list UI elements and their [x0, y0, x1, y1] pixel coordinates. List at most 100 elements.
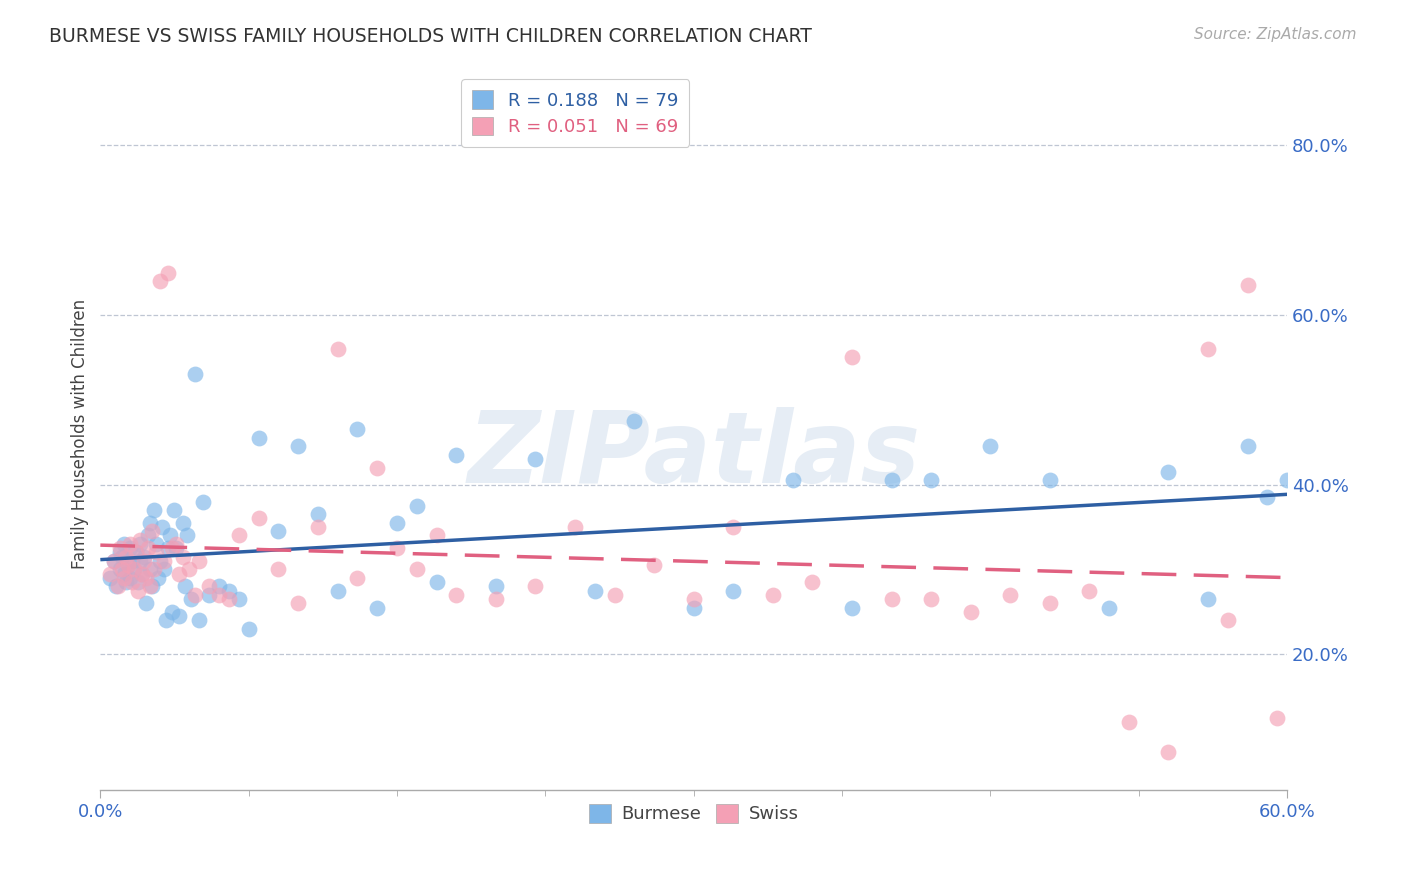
Point [112, 537, 135, 551]
Point [841, 600, 863, 615]
Point [141, 524, 163, 539]
Point [118, 541, 141, 556]
Point [136, 541, 159, 556]
Point [346, 422, 368, 436]
Point [762, 588, 785, 602]
Text: Source: ZipAtlas.com: Source: ZipAtlas.com [1194, 27, 1357, 42]
Point [156, 266, 179, 280]
Point [326, 342, 349, 356]
Y-axis label: Family Households with Children: Family Households with Children [72, 299, 89, 569]
Point [238, 622, 260, 636]
Point [131, 566, 153, 581]
Point [145, 537, 167, 551]
Point [125, 545, 148, 559]
Point [723, 520, 745, 534]
Point [247, 431, 270, 445]
Point [103, 554, 125, 568]
Point [228, 528, 250, 542]
Point [172, 516, 194, 530]
Point [366, 460, 388, 475]
Point [228, 592, 250, 607]
Point [920, 473, 942, 487]
Point [880, 592, 903, 607]
Point [1197, 592, 1219, 607]
Point [111, 562, 134, 576]
Point [152, 554, 174, 568]
Point [145, 545, 167, 559]
Point [920, 592, 942, 607]
Point [1236, 439, 1258, 453]
Point [115, 575, 138, 590]
Point [115, 549, 138, 564]
Point [524, 452, 547, 467]
Point [118, 571, 141, 585]
Point [198, 588, 221, 602]
Point [1216, 613, 1239, 627]
Point [108, 562, 131, 576]
Point [127, 575, 149, 590]
Point [112, 571, 135, 585]
Point [136, 528, 159, 542]
Point [107, 579, 129, 593]
Point [160, 541, 183, 556]
Point [111, 549, 134, 564]
Point [127, 583, 149, 598]
Point [1078, 583, 1101, 598]
Point [1039, 473, 1062, 487]
Text: ZIPatlas: ZIPatlas [467, 407, 921, 504]
Point [117, 558, 139, 573]
Point [405, 562, 427, 576]
Point [1197, 342, 1219, 356]
Point [405, 499, 427, 513]
Point [959, 605, 981, 619]
Point [385, 541, 408, 556]
Point [142, 503, 165, 517]
Point [169, 609, 191, 624]
Point [485, 579, 508, 593]
Point [149, 274, 172, 288]
Point [188, 613, 211, 627]
Point [169, 566, 191, 581]
Point [193, 494, 215, 508]
Point [485, 592, 508, 607]
Point [165, 537, 187, 551]
Point [723, 583, 745, 598]
Point [326, 583, 349, 598]
Point [105, 579, 128, 593]
Point [160, 605, 183, 619]
Point [129, 537, 152, 551]
Point [139, 579, 162, 593]
Point [172, 549, 194, 564]
Point [1039, 596, 1062, 610]
Point [98, 571, 121, 585]
Point [174, 579, 197, 593]
Point [583, 583, 606, 598]
Point [208, 579, 231, 593]
Point [198, 579, 221, 593]
Point [98, 566, 121, 581]
Point [118, 537, 141, 551]
Point [108, 541, 131, 556]
Point [218, 583, 240, 598]
Point [1098, 600, 1121, 615]
Point [1236, 278, 1258, 293]
Point [122, 562, 145, 576]
Point [132, 549, 155, 564]
Point [446, 588, 468, 602]
Point [247, 511, 270, 525]
Point [112, 566, 135, 581]
Point [643, 558, 665, 573]
Point [155, 613, 177, 627]
Point [426, 575, 449, 590]
Point [162, 503, 184, 517]
Point [156, 541, 179, 556]
Point [139, 562, 162, 576]
Point [1265, 711, 1288, 725]
Point [188, 554, 211, 568]
Point [121, 575, 143, 590]
Point [180, 592, 202, 607]
Point [176, 528, 198, 542]
Point [132, 554, 155, 568]
Point [152, 562, 174, 576]
Point [103, 554, 125, 568]
